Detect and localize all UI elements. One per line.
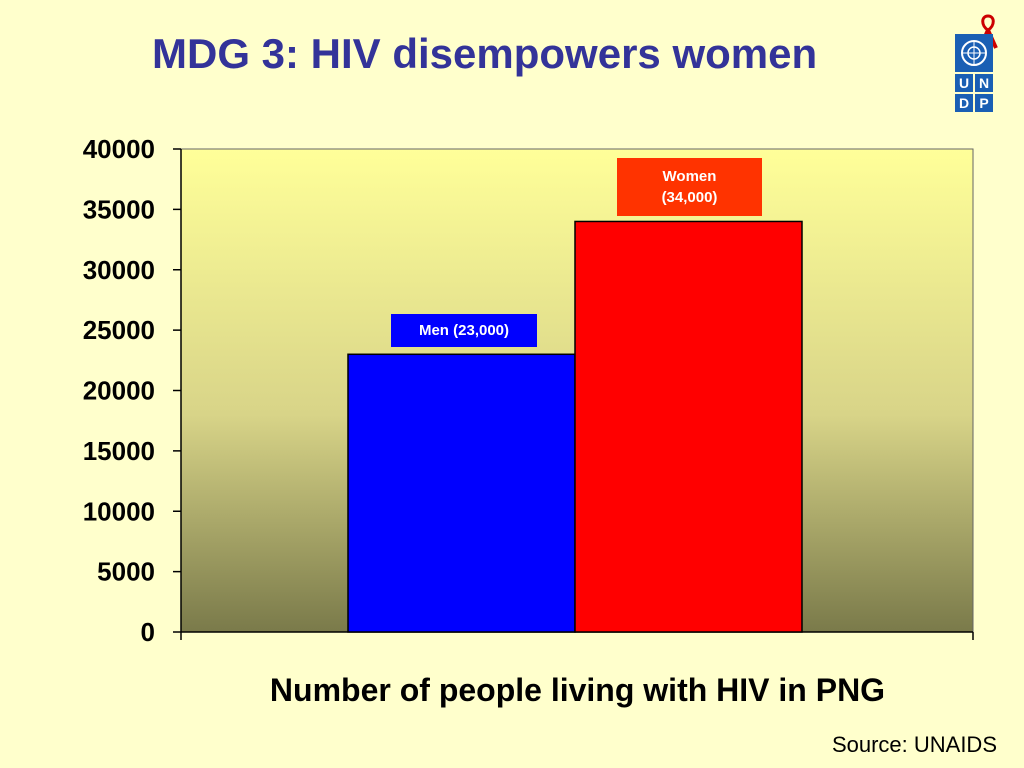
y-tick-label: 20000 xyxy=(83,376,155,406)
undp-letters: U N D P xyxy=(955,74,993,112)
y-tick-label: 0 xyxy=(141,617,155,647)
undp-logo: U N D P xyxy=(955,14,998,114)
bars xyxy=(347,220,803,633)
men-label-line: Men (23,000) xyxy=(418,322,510,340)
x-axis-label: Number of people living with HIV in PNG xyxy=(269,672,886,708)
logo-letter: D xyxy=(955,94,973,112)
y-axis: 0 5000 10000 15000 20000 25000 30000 35000 40000 xyxy=(83,134,974,647)
y-tick-label: 40000 xyxy=(83,134,155,164)
y-tick-label: 35000 xyxy=(83,194,155,224)
y-tick-label: 5000 xyxy=(97,557,155,587)
logo-letter: P xyxy=(975,94,993,112)
y-tick-label: 30000 xyxy=(83,255,155,285)
women-data-label: Women (34,000) xyxy=(617,158,762,217)
logo-letter: N xyxy=(975,74,993,92)
bar-men xyxy=(347,353,576,633)
un-emblem-icon xyxy=(955,34,993,72)
y-tick-label: 15000 xyxy=(83,436,155,466)
logo-letter: U xyxy=(955,74,973,92)
women-label-line-1: Women xyxy=(662,168,717,186)
source-note: Source: UNAIDS xyxy=(831,732,997,757)
page-title: MDG 3: HIV disempowers women xyxy=(152,30,818,77)
y-tick-label: 10000 xyxy=(83,496,155,526)
men-data-label: Men (23,000) xyxy=(391,314,537,348)
bar-women xyxy=(574,220,803,633)
women-label-line-2: (34,000) xyxy=(661,189,718,207)
y-tick-label: 25000 xyxy=(83,315,155,345)
